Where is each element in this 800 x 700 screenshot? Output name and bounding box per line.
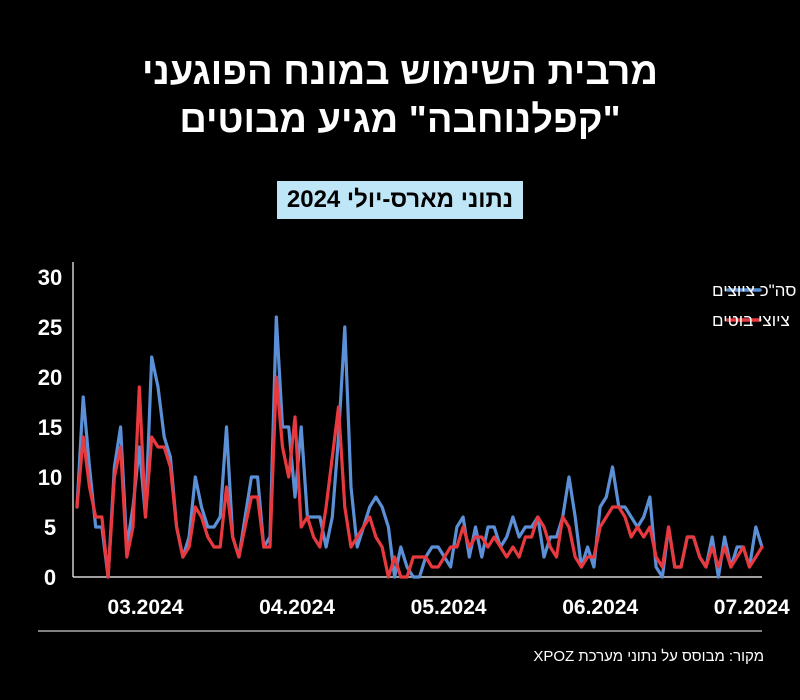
y-tick-label: 0 [44, 565, 56, 590]
y-tick-label: 30 [38, 265, 62, 290]
legend-label: סה"כ ציוצים [712, 281, 796, 300]
x-tick-label: 03.2024 [107, 596, 183, 619]
chart-title: מרבית השימוש במונח הפוגעני "קפלנוחבה" מג… [0, 48, 800, 144]
y-tick-label: 20 [38, 365, 62, 390]
x-tick-label: 05.2024 [411, 596, 487, 619]
chart-title-line-2: "קפלנוחבה" מגיע מבוטים [179, 99, 621, 141]
y-tick-label: 25 [38, 315, 62, 340]
y-tick-label: 15 [38, 415, 62, 440]
x-tick-label: 06.2024 [562, 596, 638, 619]
source-note: מקור: מבוסס על נתוני מערכת XPOZ [533, 648, 764, 665]
y-tick-label: 5 [44, 515, 56, 540]
legend-label: ציוצי בוטים [712, 311, 790, 330]
series-line-bot-tweets [75, 375, 764, 579]
chart-title-line-1: מרבית השימוש במונח הפוגעני [141, 51, 659, 93]
series-line-total-tweets [75, 315, 764, 579]
chart-subtitle: נתוני מארס-יולי 2024 [277, 181, 523, 219]
x-tick-label: 04.2024 [259, 596, 335, 619]
x-tick-label: 07.2024 [714, 596, 790, 619]
y-tick-label: 10 [38, 465, 62, 490]
